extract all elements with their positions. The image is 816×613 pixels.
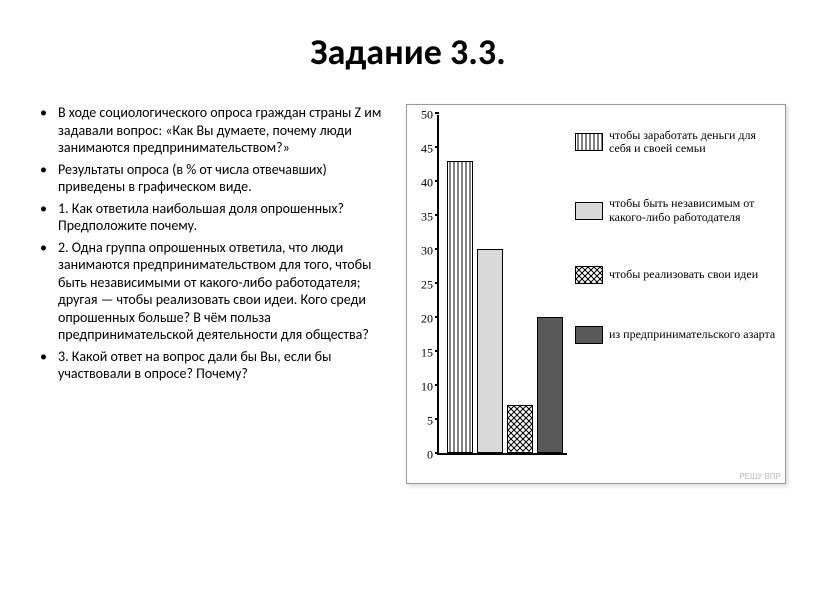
y-tick-label: 0 [427,448,433,463]
legend-label: чтобы заработать деньги для себя и своей… [609,129,779,155]
legend-item: чтобы быть независимым от какого-либо ра… [575,197,779,223]
chart-container: 0 5 10 15 20 25 30 35 40 45 50 [406,104,786,484]
bar [507,405,533,453]
plot-wrap: 0 5 10 15 20 25 30 35 40 45 50 [413,111,779,477]
bullet-item: 3. Какой ответ на вопрос дали бы Вы, есл… [40,348,396,383]
y-axis: 05101520253035404550 [413,115,437,455]
y-tick [435,282,439,284]
y-tick-label: 20 [421,312,433,327]
y-tick [435,316,439,318]
y-tick-label: 5 [427,414,433,429]
legend-swatch [575,326,603,344]
y-tick-label: 45 [421,142,433,157]
legend-item: чтобы заработать деньги для себя и своей… [575,129,779,155]
y-tick [435,384,439,386]
y-tick-label: 15 [421,346,433,361]
bullet-item: 1. Как ответила наибольшая доля опрошенн… [40,200,396,235]
watermark: РЕШУ ВПР [739,472,781,481]
y-tick [435,452,439,454]
legend: чтобы заработать деньги для себя и своей… [567,111,779,477]
legend-swatch [575,133,603,151]
page-title: Задание 3.3. [30,30,786,74]
y-tick-label: 30 [421,244,433,259]
legend-label: из предпринимательского азарта [609,328,775,341]
y-tick [435,146,439,148]
bar [447,161,473,453]
plot-area [437,115,567,455]
y-tick [435,350,439,352]
y-tick [435,214,439,216]
bar [477,249,503,453]
legend-swatch [575,202,603,220]
legend-label: чтобы реализовать свои идеи [609,268,758,281]
legend-item: из предпринимательского азарта [575,326,779,344]
y-tick-label: 40 [421,176,433,191]
legend-label: чтобы быть независимым от какого-либо ра… [609,197,779,223]
bar [537,317,563,453]
bullet-item: 2. Одна группа опрошенных ответила, что … [40,239,396,344]
bullet-item: Результаты опроса (в % от числа отвечавш… [40,161,396,196]
y-tick [435,112,439,114]
legend-item: чтобы реализовать свои идеи [575,266,779,284]
text-column: В ходе социологического опроса граждан с… [30,104,396,593]
bullet-list: В ходе социологического опроса граждан с… [40,104,396,383]
y-tick-label: 50 [421,108,433,123]
y-tick [435,248,439,250]
y-tick [435,418,439,420]
bullet-item: В ходе социологического опроса граждан с… [40,104,396,157]
legend-swatch [575,266,603,284]
slide: Задание 3.3. В ходе социологического опр… [0,0,816,613]
y-tick-label: 10 [421,380,433,395]
content-row: В ходе социологического опроса граждан с… [30,104,786,593]
y-tick [435,180,439,182]
chart-column: 0 5 10 15 20 25 30 35 40 45 50 [406,104,786,593]
y-tick-label: 25 [421,278,433,293]
y-tick-label: 35 [421,210,433,225]
